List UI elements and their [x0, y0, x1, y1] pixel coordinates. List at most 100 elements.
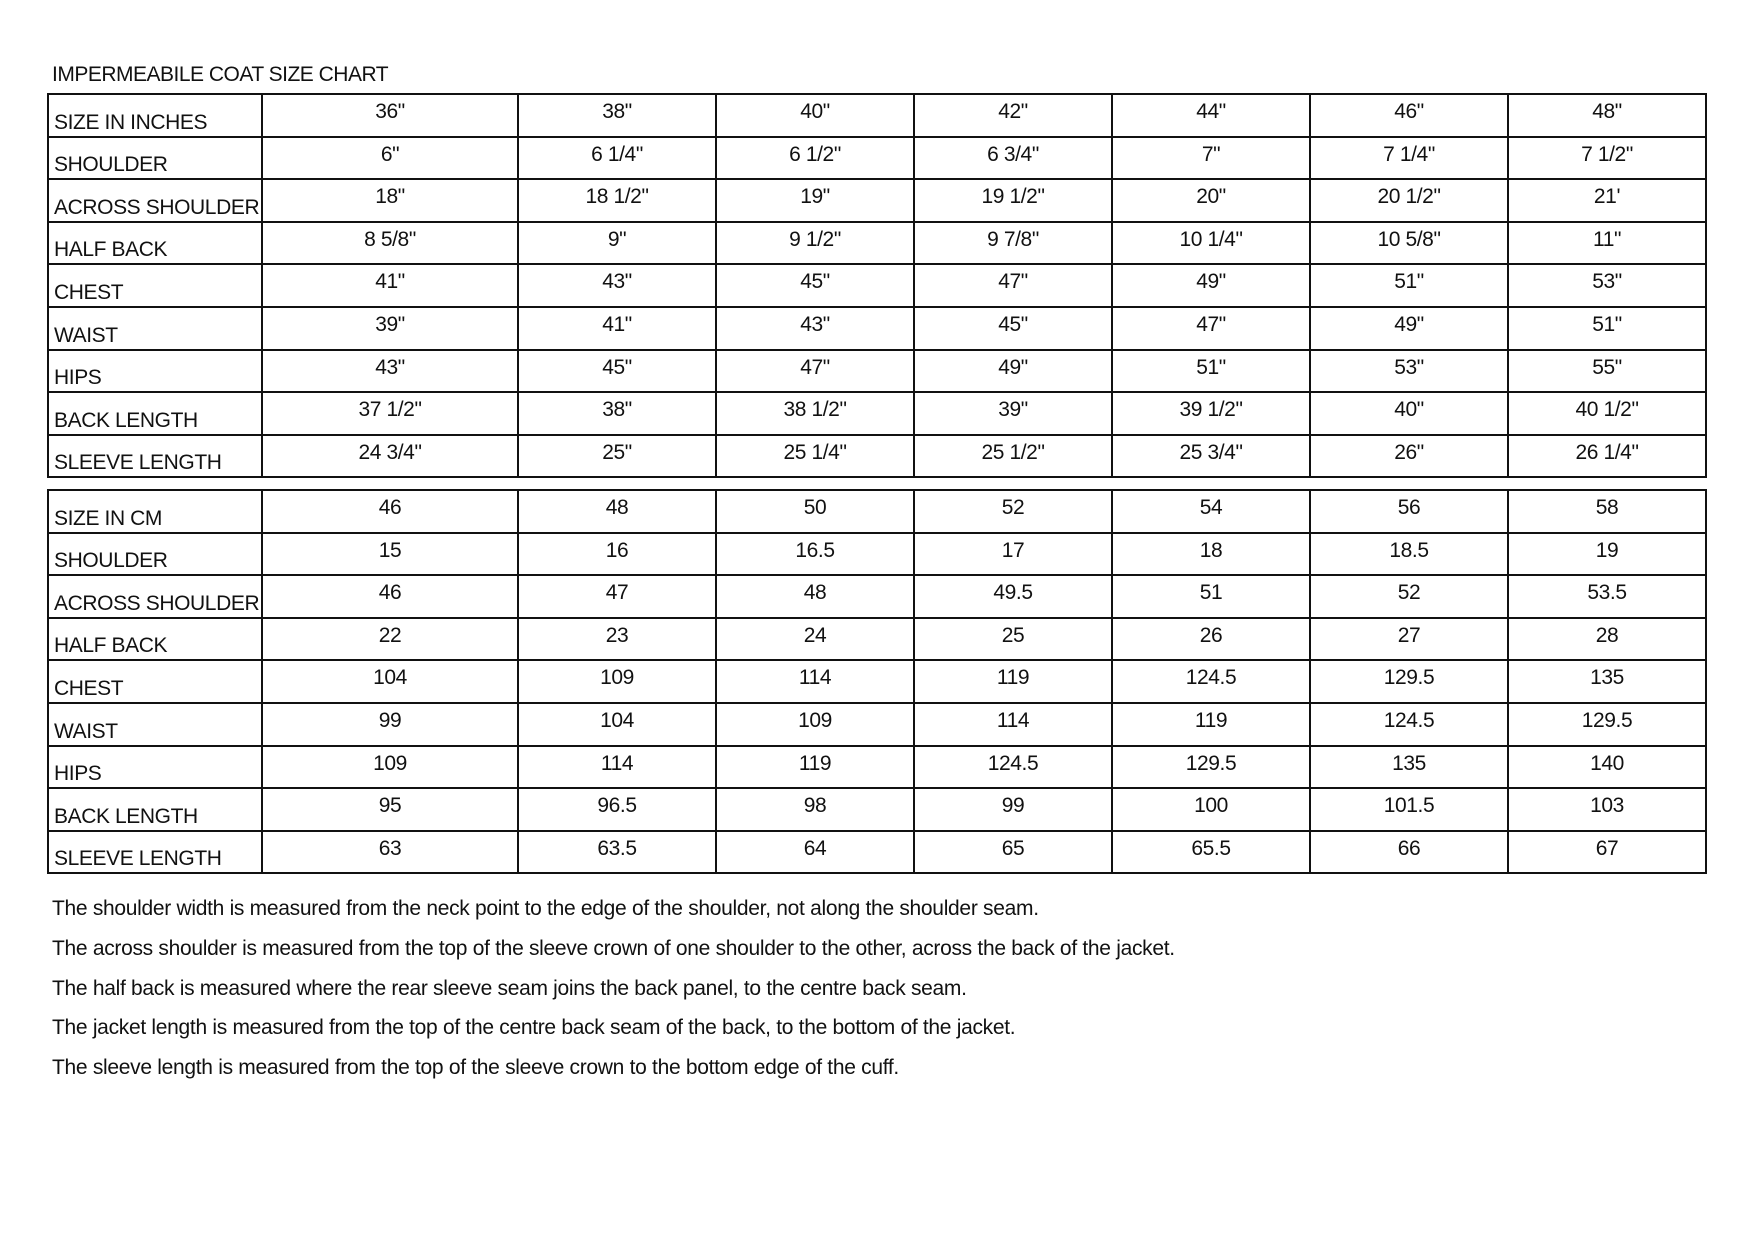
- table-cell: 7 1/4": [1309, 135, 1509, 181]
- table-cell: 119: [715, 744, 915, 790]
- table-cell: 109: [517, 659, 717, 704]
- table-cell: 129.5: [1507, 701, 1707, 747]
- table-cell: 10 5/8": [1309, 220, 1509, 266]
- table-row: SHOULDER 15 16 16.5 17 18 18.5 19: [47, 531, 1707, 577]
- table-cell: 41": [261, 263, 519, 308]
- table-cell: 43": [261, 348, 519, 394]
- table-cell: 48: [715, 574, 915, 619]
- row-label: HIPS: [47, 348, 263, 394]
- row-label: SLEEVE LENGTH: [47, 433, 263, 479]
- note-line: The sleeve length is measured from the t…: [52, 1056, 899, 1080]
- table-cell: 47: [517, 574, 717, 619]
- table-cell: 104: [517, 701, 717, 747]
- table-cell: 15: [261, 531, 519, 577]
- table-cell: 47": [715, 348, 915, 394]
- table-row: WAIST 39" 41" 43" 45" 47" 49" 51": [47, 305, 1707, 351]
- table-cell: 124.5: [1309, 701, 1509, 747]
- table-cell: 114: [517, 744, 717, 790]
- table-cell: 28: [1507, 616, 1707, 662]
- table-cell: 50: [715, 489, 915, 534]
- table-cell: 23: [517, 616, 717, 662]
- table-cell: 41": [517, 305, 717, 351]
- table-row: SLEEVE LENGTH 63 63.5 64 65 65.5 66 67: [47, 829, 1707, 875]
- table-cell: 140: [1507, 744, 1707, 790]
- table-cell: 51": [1111, 348, 1311, 394]
- table-cell: 16.5: [715, 531, 915, 577]
- table-row: ACROSS SHOULDER 46 47 48 49.5 51 52 53.5: [47, 574, 1707, 619]
- table-cell: 65.5: [1111, 829, 1311, 875]
- table-cell: 49": [1111, 263, 1311, 308]
- table-cell: 95: [261, 787, 519, 832]
- table-row: HALF BACK 8 5/8" 9" 9 1/2" 9 7/8" 10 1/4" 10 5…: [47, 220, 1707, 266]
- note-line: The jacket length is measured from the t…: [52, 1016, 1016, 1040]
- row-label: SLEEVE LENGTH: [47, 829, 263, 875]
- table-cell: 6": [261, 135, 519, 181]
- table-cell: 7": [1111, 135, 1311, 181]
- table-cell: 6 1/2": [715, 135, 915, 181]
- table-cell: 6 1/4": [517, 135, 717, 181]
- size-table-inches: SIZE IN INCHES 36" 38" 40" 42" 44" 46" 48" SHOUL…: [47, 93, 1707, 479]
- note-line: The across shoulder is measured from the…: [52, 936, 1175, 960]
- table-cell: 48": [1507, 93, 1707, 138]
- table-row: SLEEVE LENGTH 24 3/4" 25" 25 1/4" 25 1/2" 25 …: [47, 433, 1707, 479]
- table-row: SIZE IN CM 46 48 50 52 54 56 58: [47, 489, 1707, 534]
- row-label: WAIST: [47, 701, 263, 747]
- table-cell: 18.5: [1309, 531, 1509, 577]
- table-cell: 52: [1309, 574, 1509, 619]
- table-cell: 109: [261, 744, 519, 790]
- table-cell: 18": [261, 178, 519, 223]
- row-label: ACROSS SHOULDER: [47, 178, 263, 223]
- table-cell: 20": [1111, 178, 1311, 223]
- row-label: BACK LENGTH: [47, 391, 263, 436]
- table-cell: 45": [913, 305, 1113, 351]
- table-cell: 40 1/2": [1507, 391, 1707, 436]
- table-cell: 25: [913, 616, 1113, 662]
- table-cell: 36": [261, 93, 519, 138]
- row-label: WAIST: [47, 305, 263, 351]
- table-cell: 37 1/2": [261, 391, 519, 436]
- table-cell: 100: [1111, 787, 1311, 832]
- table-cell: 66: [1309, 829, 1509, 875]
- table-cell: 52: [913, 489, 1113, 534]
- table-cell: 119: [913, 659, 1113, 704]
- row-label: HALF BACK: [47, 220, 263, 266]
- table-cell: 47": [913, 263, 1113, 308]
- table-cell: 53": [1507, 263, 1707, 308]
- table-cell: 18: [1111, 531, 1311, 577]
- row-label: BACK LENGTH: [47, 787, 263, 832]
- table-cell: 45": [715, 263, 915, 308]
- table-cell: 20 1/2": [1309, 178, 1509, 223]
- table-cell: 46": [1309, 93, 1509, 138]
- table-cell: 49": [1309, 305, 1509, 351]
- table-cell: 63.5: [517, 829, 717, 875]
- table-cell: 99: [913, 787, 1113, 832]
- table-cell: 129.5: [1309, 659, 1509, 704]
- table-cell: 19": [715, 178, 915, 223]
- table-cell: 11": [1507, 220, 1707, 266]
- table-cell: 21': [1507, 178, 1707, 223]
- note-line: The half back is measured where the rear…: [52, 976, 967, 1000]
- table-row: WAIST 99 104 109 114 119 124.5 129.5: [47, 701, 1707, 747]
- table-cell: 22: [261, 616, 519, 662]
- table-cell: 109: [715, 701, 915, 747]
- size-table-cm: SIZE IN CM 46 48 50 52 54 56 58 SHOULDER 15 16 16.5…: [47, 489, 1707, 875]
- table-cell: 65: [913, 829, 1113, 875]
- table-cell: 19 1/2": [913, 178, 1113, 223]
- table-cell: 124.5: [913, 744, 1113, 790]
- table-cell: 124.5: [1111, 659, 1311, 704]
- table-cell: 67: [1507, 829, 1707, 875]
- table-row: SIZE IN INCHES 36" 38" 40" 42" 44" 46" 48": [47, 93, 1707, 138]
- table-cell: 49.5: [913, 574, 1113, 619]
- table-row: HIPS 109 114 119 124.5 129.5 135 140: [47, 744, 1707, 790]
- row-label: SIZE IN CM: [47, 489, 263, 534]
- table-cell: 51: [1111, 574, 1311, 619]
- table-cell: 64: [715, 829, 915, 875]
- table-cell: 98: [715, 787, 915, 832]
- note-line: The shoulder width is measured from the …: [52, 897, 1039, 920]
- table-cell: 40": [1309, 391, 1509, 436]
- table-cell: 19: [1507, 531, 1707, 577]
- table-cell: 7 1/2": [1507, 135, 1707, 181]
- row-label: CHEST: [47, 659, 263, 704]
- table-cell: 51": [1309, 263, 1509, 308]
- table-cell: 27: [1309, 616, 1509, 662]
